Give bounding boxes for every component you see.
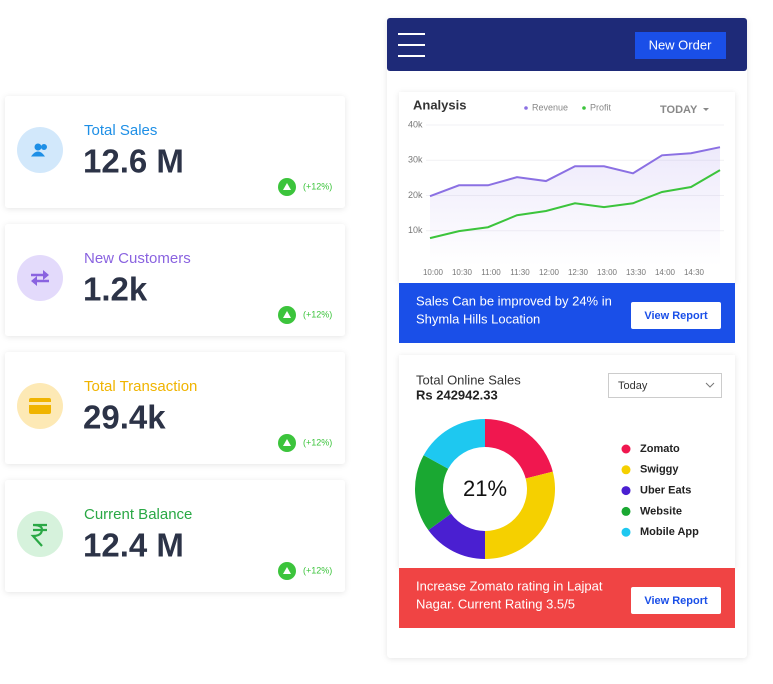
stat-icon-bg <box>17 127 63 173</box>
stat-icon <box>29 398 51 414</box>
stat-icon <box>30 523 47 547</box>
x-tick-label: 12:30 <box>568 268 589 277</box>
view-report-label: View Report <box>644 310 708 322</box>
y-tick-label: 40k <box>408 119 423 129</box>
x-tick-label: 10:30 <box>452 268 473 277</box>
banner-text: Nagar. Current Rating 3.5/5 <box>416 596 575 611</box>
sales-filter-label: Today <box>618 380 648 392</box>
donut-slice <box>485 418 553 479</box>
donut-slice <box>415 455 452 531</box>
stat-card <box>5 224 345 336</box>
icon-part <box>31 273 49 283</box>
legend-label: Uber Eats <box>640 485 691 497</box>
icon-part <box>31 270 49 286</box>
x-tick-label: 11:00 <box>481 268 501 277</box>
stat-value: 12.6 M <box>83 143 184 180</box>
sales-title: Total Online Sales <box>416 372 521 387</box>
icon-part <box>30 151 46 157</box>
legend-label: Revenue <box>532 102 568 112</box>
icon-part <box>29 398 51 414</box>
stat-change: (+12%) <box>303 437 332 447</box>
stat-title: Total Sales <box>84 122 157 139</box>
legend-dot <box>621 527 631 537</box>
banner-text: Sales Can be improved by 24% in <box>416 293 612 308</box>
donut-slice <box>485 471 555 559</box>
y-tick-label: 20k <box>408 190 423 200</box>
stat-card <box>5 96 345 208</box>
stat-change: (+12%) <box>303 181 332 191</box>
stat-title: Total Transaction <box>84 378 197 395</box>
view-report-button[interactable] <box>631 587 721 614</box>
change-arrow <box>283 183 291 190</box>
x-tick-label: 14:00 <box>655 268 676 277</box>
stat-cards: Total Sales 12.6 M (+12%) New Customers 1.2k… <box>5 96 345 592</box>
donut-slice <box>423 419 485 469</box>
x-tick-label: 13:30 <box>626 268 647 277</box>
legend-dot <box>524 106 528 110</box>
legend-label: Swiggy <box>640 464 679 476</box>
x-tick-label: 14:30 <box>684 268 705 277</box>
change-arrow <box>283 311 291 318</box>
stat-value: 1.2k <box>83 271 148 308</box>
stat-icon-bg <box>17 255 63 301</box>
menu-icon[interactable] <box>398 33 425 57</box>
stat-value: 29.4k <box>83 399 166 436</box>
legend-dot <box>621 486 631 496</box>
legend-label: Zomato <box>640 443 680 455</box>
stat-change: (+12%) <box>303 565 332 575</box>
sales-amount: Rs 242942.33 <box>416 387 498 402</box>
stat-value: 12.4 M <box>83 527 184 564</box>
stat-icon <box>31 270 49 286</box>
series-line <box>429 146 721 198</box>
filter-caret <box>703 108 709 111</box>
y-tick-label: 10k <box>408 225 423 235</box>
y-tick-label: 30k <box>408 155 423 165</box>
legend-label: Website <box>640 505 682 517</box>
stat-change: (+12%) <box>303 309 332 319</box>
stat-card <box>5 352 345 464</box>
legend-dot <box>621 506 631 516</box>
x-tick-label: 11:30 <box>510 268 530 277</box>
new-order-label: New Order <box>649 37 713 52</box>
icon-part <box>29 402 51 405</box>
change-arrow <box>283 439 291 446</box>
change-arrow <box>283 567 291 574</box>
line-chart: 10k 20k 30k 40k 10:00 10:30 11:00 11:30 12:00 12:… <box>408 102 724 277</box>
icon-part <box>30 523 47 547</box>
legend-dot <box>621 465 631 475</box>
x-tick-label: 10:00 <box>423 268 444 277</box>
series-line <box>429 169 721 240</box>
series-area <box>430 147 720 266</box>
x-tick-label: 12:00 <box>539 268 560 277</box>
chart-title: Analysis <box>413 97 466 112</box>
icon-part <box>34 143 42 151</box>
legend-label: Mobile App <box>640 526 699 538</box>
stat-card <box>5 480 345 592</box>
view-report-button[interactable] <box>631 302 721 329</box>
banner-text: Shymla Hills Location <box>416 311 540 326</box>
sales-filter-caret <box>705 382 715 388</box>
stat-icon <box>30 143 47 157</box>
donut-slice <box>428 513 485 559</box>
legend-label: Profit <box>590 102 612 112</box>
legend-dot <box>621 444 631 454</box>
chart-filter[interactable]: TODAY <box>660 104 698 116</box>
icon-part <box>41 144 47 150</box>
donut-center-label: 21% <box>463 476 507 501</box>
sales-filter[interactable] <box>608 373 722 398</box>
stat-title: Current Balance <box>84 506 192 523</box>
donut-chart: Zomato Swiggy Uber Eats Website Mobile App 21… <box>415 418 699 559</box>
new-order-button[interactable] <box>635 32 726 59</box>
stat-title: New Customers <box>84 250 191 267</box>
view-report-label: View Report <box>644 595 708 607</box>
banner-text: Increase Zomato rating in Lajpat <box>416 578 603 593</box>
legend-dot <box>582 106 586 110</box>
x-tick-label: 13:00 <box>597 268 618 277</box>
